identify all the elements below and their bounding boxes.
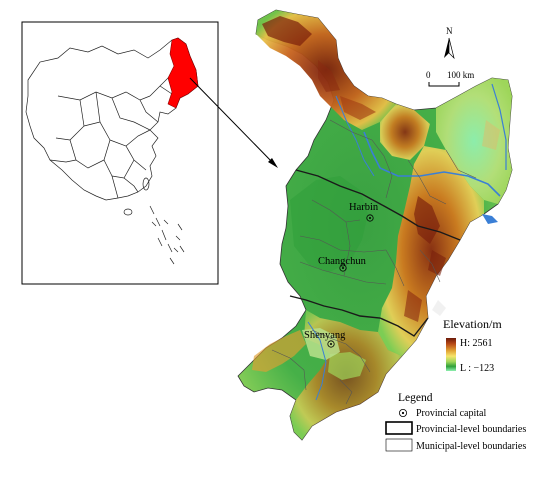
city-harbin: Harbin	[349, 202, 379, 222]
inset-china-map	[25, 37, 199, 265]
legend-label-provincial-capital: Provincial capital	[416, 408, 486, 419]
river-songhua	[363, 131, 501, 197]
legend-item-provincial-capital: Provincial capital	[398, 408, 486, 419]
city-changchun: Changchun	[318, 256, 367, 272]
river-liao	[307, 321, 327, 401]
river-ussuri	[491, 83, 507, 170]
provincial-boundary-jl-ln	[289, 295, 429, 337]
city-label-harbin: Harbin	[349, 202, 379, 213]
elevation-color-ramp	[446, 338, 456, 371]
city-label-changchun: Changchun	[318, 256, 367, 267]
main-elevation-map	[237, 9, 513, 441]
scale-bar-line	[428, 82, 460, 87]
legend-item-municipal-boundary: Municipal-level boundaries	[385, 438, 526, 452]
river-nen	[335, 95, 375, 177]
elevation-low-label: L : −123	[460, 363, 494, 374]
legend-title: Legend	[398, 392, 433, 404]
legend: Legend Provincial capital Provincial-lev…	[385, 392, 526, 452]
leader-arrow	[189, 77, 275, 165]
city-shenyang: Shenyang	[304, 330, 346, 348]
provincial-boundary-hlj-jl	[295, 169, 461, 241]
inset-highlight-region	[167, 37, 199, 109]
municipal-boundaries	[271, 119, 477, 405]
city-label-shenyang: Shenyang	[304, 330, 346, 341]
leader-arrowhead	[268, 158, 278, 168]
elevation-legend: Elevation/m H: 2561 L : −123	[443, 317, 502, 374]
legend-label-municipal-boundary: Municipal-level boundaries	[416, 441, 526, 452]
north-arrow: N	[444, 26, 455, 60]
legend-label-provincial-boundary: Provincial-level boundaries	[416, 424, 526, 435]
provincial-boundary-symbol	[385, 421, 413, 435]
provincial-capital-symbol	[398, 408, 407, 417]
scale-distance-label: 100 km	[447, 70, 474, 80]
north-arrow-left-half	[444, 38, 449, 58]
municipal-boundary-symbol	[385, 438, 413, 452]
lake-xingkai	[482, 214, 498, 224]
elevation-high-label: H: 2561	[460, 338, 493, 349]
scale-bar: 0 100 km	[426, 70, 474, 87]
north-arrow-letter: N	[446, 26, 453, 36]
north-arrow-right-half	[448, 37, 455, 60]
legend-item-provincial-boundary: Provincial-level boundaries	[385, 421, 526, 435]
scale-zero-label: 0	[426, 70, 431, 80]
elevation-legend-title: Elevation/m	[443, 317, 502, 331]
